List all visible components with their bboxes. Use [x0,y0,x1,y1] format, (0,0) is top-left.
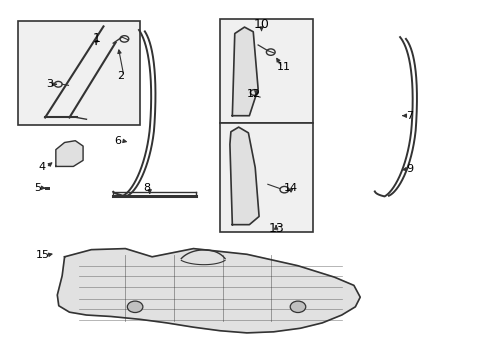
Polygon shape [232,27,258,116]
Text: 2: 2 [117,71,124,81]
Text: 15: 15 [36,250,50,260]
Bar [220,19,312,123]
Text: 6: 6 [114,136,122,146]
Circle shape [289,301,305,312]
Polygon shape [57,249,360,333]
Bar [220,123,312,232]
Polygon shape [229,127,259,225]
Text: 10: 10 [253,18,269,31]
Text: 12: 12 [246,89,261,99]
Text: 13: 13 [268,222,284,235]
Text: 9: 9 [406,164,412,174]
Text: 5: 5 [34,183,41,193]
Text: 7: 7 [406,111,412,121]
Bar [19,21,140,125]
Circle shape [127,301,142,312]
Text: 4: 4 [38,162,45,172]
Text: 14: 14 [283,183,297,193]
Polygon shape [56,141,83,166]
Text: 1: 1 [92,32,100,45]
Text: 8: 8 [143,183,150,193]
Text: 3: 3 [46,79,53,89]
Bar [45,187,50,190]
Text: 11: 11 [276,63,290,72]
